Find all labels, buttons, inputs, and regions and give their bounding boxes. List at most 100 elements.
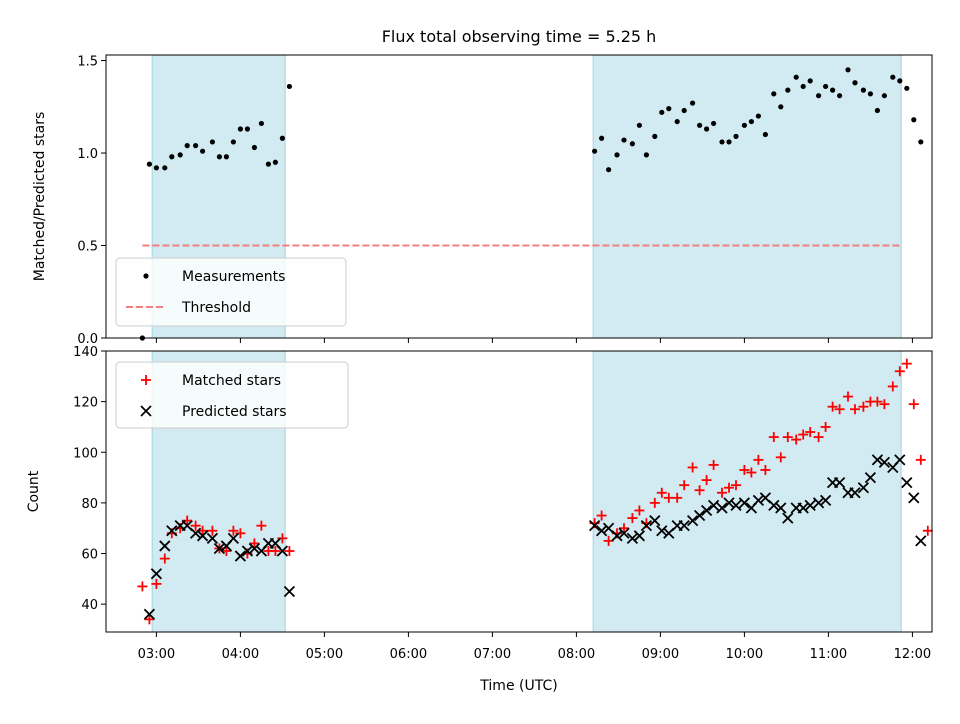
- measurement-point: [911, 117, 917, 123]
- measurement-point: [867, 91, 874, 97]
- measurement-point: [793, 74, 799, 80]
- legend-predicted-marker: [140, 405, 152, 417]
- x-marker-b: [908, 492, 920, 504]
- measurement-point: [741, 122, 748, 128]
- measurement-point: [748, 118, 755, 125]
- predicted-stars-point: [227, 532, 240, 544]
- measurement-point: [697, 122, 703, 128]
- x-tick-label: 09:00: [642, 647, 679, 662]
- matched-stars-point: [922, 525, 933, 536]
- predicted-stars-point: [166, 525, 178, 537]
- measurement-point: [711, 120, 717, 127]
- x-tick-label: 11:00: [810, 647, 847, 662]
- measurement-point: [599, 135, 605, 141]
- x-marker-b: [752, 494, 765, 506]
- predicted-stars-point: [159, 540, 171, 552]
- measurement-point: [592, 148, 598, 154]
- measurement-point: [652, 133, 658, 139]
- measurement-point: [184, 143, 190, 149]
- measurement-point: [830, 87, 836, 93]
- x-marker-b: [227, 532, 240, 544]
- x-marker-b: [640, 520, 653, 532]
- predicted-stars-point: [775, 502, 787, 514]
- matched-stars-point: [746, 467, 757, 478]
- predicted-stars-point: [196, 530, 209, 542]
- x-marker-b: [797, 502, 809, 514]
- matched-stars-point: [717, 487, 727, 498]
- measurement-point: [860, 87, 867, 93]
- predicted-stars-point: [248, 542, 261, 555]
- y-tick-label: 100: [73, 446, 98, 461]
- x-tick-label: 03:00: [138, 647, 175, 662]
- y-tick-label: 60: [81, 548, 98, 563]
- x-marker-b: [140, 405, 152, 417]
- axes-frame: [105, 54, 933, 339]
- measurement-point: [816, 93, 822, 99]
- predicted-stars-point: [908, 492, 920, 504]
- matched-stars-point: [649, 497, 660, 508]
- y-tick-label: 1.5: [77, 55, 98, 70]
- measurement-point: [286, 83, 292, 90]
- predicted-stars-point: [656, 525, 668, 537]
- predicted-stars-point: [150, 568, 163, 580]
- observing-window-shade: [593, 55, 902, 338]
- y-tick-label: 40: [81, 598, 98, 613]
- predicted-stars-point: [901, 477, 913, 489]
- matched-stars-point: [687, 462, 698, 473]
- measurement-point: [755, 113, 762, 119]
- x-marker-b: [241, 545, 254, 557]
- x-marker-b: [693, 509, 706, 522]
- measurement-point: [690, 100, 696, 106]
- predicted-stars-point: [595, 525, 608, 537]
- measurement-point: [177, 152, 183, 158]
- measurement-point: [874, 107, 881, 114]
- matched-stars-point: [915, 454, 926, 465]
- x-tick-label: 04:00: [222, 647, 259, 662]
- x-marker-b: [849, 487, 861, 499]
- x-marker-b: [833, 477, 846, 489]
- legend-box: [115, 257, 347, 327]
- panel-flux-ratio: 0.0 0.5 1.0 1.5 Matched/Predicted stars Measu…: [32, 54, 933, 347]
- predicted-stars-point: [716, 502, 728, 514]
- measurement-point: [659, 109, 665, 115]
- x-marker-b: [143, 608, 156, 620]
- predicted-stars-point: [276, 545, 289, 557]
- measurement-point: [265, 161, 271, 167]
- x-marker-b: [738, 497, 751, 509]
- measurement-point: [162, 165, 168, 171]
- matched-stars-point: [760, 464, 771, 475]
- x-marker-b: [730, 499, 742, 512]
- matched-stars-point: [724, 482, 734, 493]
- measurement-point: [244, 126, 250, 132]
- matched-stars-point: [627, 513, 638, 524]
- measurement-point: [726, 139, 732, 145]
- matched-stars-point: [228, 525, 239, 536]
- predicted-stars-point: [633, 530, 646, 542]
- matched-stars-point: [820, 421, 831, 432]
- measurement-point: [785, 87, 791, 93]
- measurement-point: [237, 126, 243, 132]
- matched-stars-point: [151, 578, 162, 589]
- x-marker-b: [678, 520, 690, 532]
- x-marker-b: [234, 550, 247, 562]
- x-marker-b: [626, 532, 639, 544]
- predicted-stars-point: [833, 477, 846, 489]
- matched-stars-point: [663, 492, 674, 503]
- x-marker-b: [588, 520, 601, 532]
- measurement-point: [216, 154, 222, 160]
- predicted-stars-point: [738, 497, 751, 509]
- x-marker-b: [150, 568, 163, 580]
- y-tick-label: 120: [73, 396, 98, 411]
- matched-stars-point: [782, 432, 793, 443]
- measurement-point: [807, 78, 813, 84]
- matched-stars-point: [753, 454, 764, 465]
- matched-stars-point: [235, 528, 246, 539]
- legend-label: Measurements: [182, 269, 285, 285]
- matched-stars-point: [908, 399, 919, 410]
- y-axis-title: Matched/Predicted stars: [32, 112, 48, 282]
- matched-stars-point: [798, 429, 809, 440]
- matched-stars-point: [791, 434, 802, 445]
- predicted-stars-point: [849, 487, 861, 499]
- x-marker-b: [686, 514, 699, 527]
- predicted-stars-point: [213, 542, 226, 555]
